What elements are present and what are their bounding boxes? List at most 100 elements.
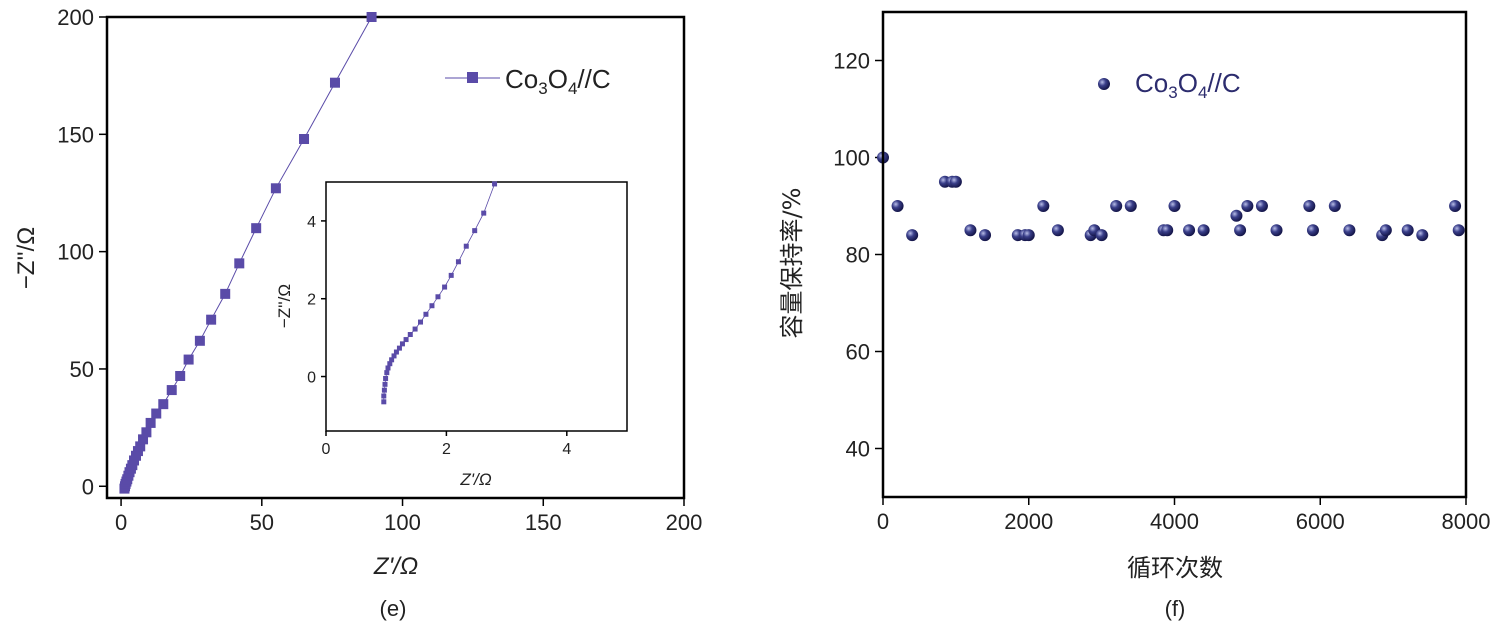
chart-f-legend-label: Co3O4//C	[1135, 68, 1241, 102]
chart-e-x-tick-label-3: 150	[525, 510, 562, 535]
chart-f-ylabel: 容量保持率/%	[778, 188, 806, 339]
chart-e-inset-point-6	[385, 365, 391, 371]
chart-f-point-17	[1124, 200, 1137, 212]
chart-e-ylabel: −Z''/Ω	[13, 227, 40, 289]
chart-e-inset-point-11	[396, 345, 402, 351]
chart-f-x-tick-label-0: 0	[877, 509, 889, 534]
chart-f-point-22	[1197, 224, 1210, 237]
chart-e-x-tick-label-0: 0	[115, 510, 127, 535]
chart-f-point-36	[1449, 200, 1462, 212]
chart-f-point-30	[1328, 200, 1341, 212]
chart-f-point-19	[1161, 224, 1174, 237]
chart-f-point-20	[1168, 200, 1181, 212]
chart-e-inset-y-tick-label-1: 2	[307, 292, 316, 309]
chart-e-y-tick-label-3: 150	[57, 122, 94, 147]
chart-f-legend-marker	[1098, 78, 1110, 90]
chart-f-y-tick-label-1: 60	[846, 340, 870, 365]
chart-e-point-18	[166, 385, 177, 396]
chart-f-point-1	[891, 200, 904, 212]
chart-e-point-20	[183, 354, 194, 365]
chart-f-y-tick-label-3: 100	[833, 146, 870, 171]
chart-f-points	[877, 151, 1465, 242]
chart-e: 0 50 100 150 200 0 50 100 150 200 Co3O4//C 0 2 4 0 2 4…	[13, 5, 702, 621]
chart-e-inset-point-25	[481, 210, 487, 216]
chart-e-inset-point-3	[382, 381, 388, 387]
chart-e-x-tick-label-4: 200	[666, 510, 703, 535]
chart-e-inset-point-1	[381, 393, 387, 399]
chart-e-inset-point-23	[463, 243, 469, 249]
chart-e-y-tick-label-0: 0	[82, 474, 94, 499]
chart-e-inset-xlabel: Z'/Ω	[459, 470, 491, 489]
chart-e-inset-point-13	[403, 337, 409, 343]
chart-e-inset-y-tick-label-2: 4	[307, 214, 316, 231]
chart-e-point-12	[135, 441, 146, 452]
chart-e-inset-point-7	[387, 361, 393, 367]
chart-f-x-tick-label-3: 6000	[1296, 509, 1345, 534]
chart-e-inset-x-tick-label-1: 2	[442, 441, 451, 458]
chart-f-point-16	[1110, 200, 1123, 212]
chart-e-inset-point-20	[442, 284, 448, 290]
chart-e-inset-frame	[325, 181, 628, 432]
chart-e-inset-ylabel: −Z''/Ω	[275, 284, 294, 328]
chart-f-point-26	[1255, 200, 1268, 212]
chart-f-ticks: 0 2000 4000 6000 8000 40 60 80 100 120	[833, 49, 1490, 535]
chart-e-inset-points	[381, 181, 498, 405]
chart-e-legend-marker	[467, 72, 478, 83]
chart-e-point-15	[145, 417, 156, 428]
chart-e-y-tick-label-4: 200	[57, 5, 94, 30]
chart-f-point-10	[1022, 229, 1035, 242]
chart-e-point-13	[138, 434, 149, 445]
chart-e-inset-point-21	[448, 272, 454, 278]
chart-e-point-29	[366, 12, 377, 22]
chart-e-point-27	[299, 134, 310, 145]
chart-e-panel-label: (e)	[380, 596, 407, 621]
chart-f: 0 2000 4000 6000 8000 40 60 80 100 120 Co3O4//C 循…	[778, 10, 1490, 621]
chart-f-x-tick-label-2: 4000	[1150, 509, 1199, 534]
chart-e-inset-point-10	[393, 349, 399, 355]
chart-f-point-2	[906, 229, 919, 242]
chart-e-point-26	[270, 183, 281, 194]
chart-f-frame	[881, 10, 1468, 499]
chart-f-y-tick-label-2: 80	[846, 243, 870, 268]
chart-e-point-17	[158, 399, 169, 410]
chart-f-point-7	[979, 229, 992, 242]
chart-f-point-24	[1234, 224, 1247, 237]
chart-f-point-35	[1416, 229, 1429, 242]
chart-f-point-31	[1343, 224, 1356, 237]
chart-e-inset-point-18	[429, 303, 435, 309]
chart-e-point-28	[329, 77, 340, 88]
chart-e-point-21	[194, 335, 205, 346]
chart-f-point-34	[1401, 224, 1414, 237]
chart-f-point-25	[1241, 200, 1254, 212]
chart-f-point-33	[1379, 224, 1392, 237]
chart-e-point-14	[141, 427, 152, 438]
chart-e-point-24	[234, 258, 245, 269]
chart-e-points	[119, 12, 377, 494]
chart-e-inset-y-tick-label-0: 0	[307, 370, 316, 387]
chart-e-inset-point-12	[399, 341, 405, 347]
chart-e-point-19	[175, 370, 186, 381]
chart-e-inset-point-5	[384, 370, 390, 376]
chart-f-xlabel: 循环次数	[1127, 554, 1223, 582]
chart-e-inset-point-17	[423, 311, 429, 317]
chart-f-point-15	[1095, 229, 1108, 242]
chart-e-y-tick-label-1: 50	[70, 357, 94, 382]
chart-e-point-22	[206, 314, 217, 325]
chart-e-inset-point-22	[455, 259, 461, 265]
chart-e-y-tick-label-2: 100	[57, 240, 94, 265]
chart-f-point-28	[1303, 200, 1316, 212]
chart-f-point-37	[1452, 224, 1465, 237]
chart-e-legend: Co3O4//C	[445, 64, 611, 98]
chart-e-inset-point-2	[381, 387, 387, 393]
chart-e-inset-point-14	[407, 332, 413, 338]
chart-f-point-23	[1230, 209, 1243, 222]
chart-f-point-29	[1306, 224, 1319, 237]
chart-f-x-tick-label-4: 8000	[1442, 509, 1491, 534]
chart-f-point-27	[1270, 224, 1283, 237]
chart-e-inset-point-19	[435, 294, 441, 300]
chart-f-y-tick-label-4: 120	[833, 49, 870, 74]
chart-e-point-23	[220, 288, 231, 299]
chart-f-point-11	[1037, 200, 1050, 212]
chart-e-point-16	[151, 408, 162, 419]
chart-f-panel-label: (f)	[1165, 596, 1186, 621]
